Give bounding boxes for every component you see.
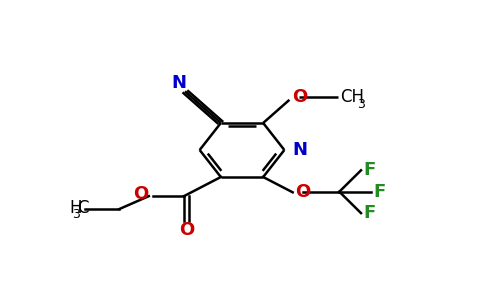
Text: N: N [292,141,307,159]
Text: C: C [77,199,89,217]
Text: 3: 3 [72,208,80,221]
Text: F: F [373,183,385,201]
Text: F: F [363,161,376,179]
Text: O: O [179,221,194,239]
Text: 3: 3 [357,98,364,110]
Text: CH: CH [340,88,364,106]
Text: O: O [134,185,149,203]
Text: N: N [171,74,186,92]
Text: F: F [363,204,376,222]
Text: O: O [292,88,307,106]
Text: O: O [295,183,310,201]
Text: H: H [70,199,82,217]
